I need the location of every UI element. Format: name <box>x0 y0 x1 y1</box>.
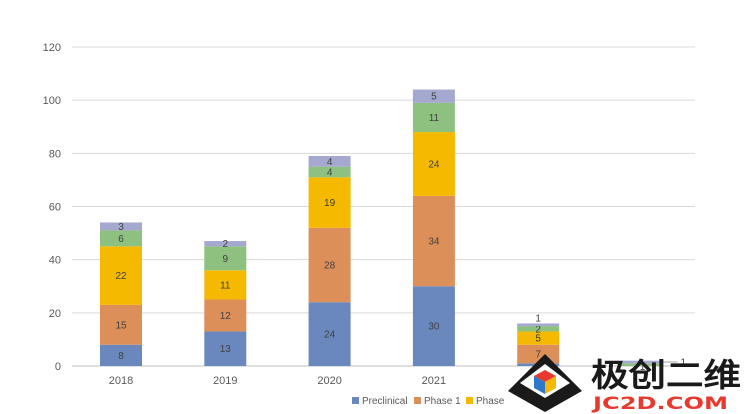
legend-label: Preclinical <box>362 396 408 407</box>
bar-segment <box>621 360 664 364</box>
bar-segment <box>204 241 247 247</box>
bar-segment <box>412 195 455 287</box>
y-tick-label: 100 <box>43 95 61 107</box>
bar-segment <box>100 344 142 366</box>
y-axis: 0 20 40 60 80 100 120 <box>43 42 61 373</box>
data-label: 9 <box>223 254 229 265</box>
bar-stack: 30 34 24 11 5 <box>412 89 455 366</box>
data-label: 1 <box>535 313 541 324</box>
watermark-logo-text: 极创二维 <box>591 356 741 394</box>
data-label: 6 <box>118 234 124 245</box>
data-label: 4 <box>327 157 333 168</box>
y-tick-label: 20 <box>49 308 61 320</box>
data-label: 7 <box>535 350 541 361</box>
data-label: 22 <box>115 271 127 282</box>
data-label: 24 <box>324 330 336 341</box>
y-tick-label: 120 <box>43 42 61 54</box>
data-label: 28 <box>324 260 336 271</box>
legend: Preclinical Phase 1 Phase <box>352 396 505 407</box>
data-label: 2 <box>223 239 229 250</box>
data-label: 5 <box>431 92 437 103</box>
watermark: 极创二维 JC2D.COM <box>508 354 741 414</box>
y-tick-label: 0 <box>55 361 61 373</box>
data-label: 13 <box>220 344 232 355</box>
legend-swatch <box>414 397 421 404</box>
bar-stack: 8 15 22 63 <box>100 222 142 366</box>
legend-item: Phase <box>466 396 505 407</box>
legend-swatch <box>352 397 359 404</box>
y-tick-label: 80 <box>49 148 61 160</box>
y-tick-label: 60 <box>49 202 61 214</box>
y-tick-label: 40 <box>49 255 61 267</box>
legend-label: Phase 1 <box>424 396 461 407</box>
x-tick-label: 2019 <box>213 375 237 387</box>
legend-item: Phase 1 <box>414 396 461 407</box>
data-label: 3 <box>118 222 124 233</box>
data-label: 1 <box>681 358 687 369</box>
x-tick-label: 2020 <box>317 375 341 387</box>
data-label: 11 <box>220 280 231 291</box>
bar-segment <box>412 102 455 133</box>
bar-segment <box>100 246 142 305</box>
bar-segment <box>204 270 247 300</box>
bar-stack: 7 521 <box>517 313 560 366</box>
watermark-site-text: JC2D.COM <box>592 394 728 414</box>
bar-segment <box>412 132 455 196</box>
x-tick-label: 2021 <box>422 375 446 387</box>
bar-segment <box>517 323 560 327</box>
legend-swatch <box>466 397 473 404</box>
data-label: 19 <box>324 198 336 209</box>
bar-segment <box>621 363 664 366</box>
data-label: 1 <box>640 362 646 373</box>
bar-stack: 13 12 11 9 2 <box>204 239 247 366</box>
data-label: 2 <box>535 324 541 335</box>
bar-segment <box>308 227 351 303</box>
data-label: 5 <box>535 334 541 345</box>
watermark-logo-icon <box>508 354 582 412</box>
data-label: 8 <box>118 351 124 362</box>
data-label: 30 <box>428 322 440 333</box>
bar-segment <box>204 246 247 271</box>
data-label: 15 <box>115 320 127 331</box>
bar-segment <box>308 166 351 178</box>
bar-segment <box>100 304 142 345</box>
bar-segment <box>517 326 560 332</box>
bar-segment <box>308 177 351 228</box>
legend-item: Preclinical <box>352 396 408 407</box>
data-label: 34 <box>428 237 440 248</box>
bar-segment <box>204 299 247 332</box>
bar-segment <box>308 302 351 366</box>
x-axis: 2018 2019 2020 2021 <box>109 375 446 387</box>
legend-label: Phase <box>476 396 505 407</box>
data-label: 24 <box>428 159 440 170</box>
data-label: 12 <box>220 311 232 322</box>
data-label: 4 <box>327 167 333 178</box>
bar-stack: 24 28 19 44 <box>308 155 351 366</box>
x-tick-label: 2018 <box>109 375 133 387</box>
data-label: 11 <box>429 113 440 124</box>
bar-segment <box>412 89 455 103</box>
bar-segment <box>517 331 560 345</box>
bar-segment <box>100 230 142 247</box>
bar-segment <box>100 222 142 231</box>
gridlines <box>72 46 695 367</box>
bar-segment <box>308 155 351 167</box>
bar-segment <box>412 286 455 366</box>
bar-segment <box>204 331 247 366</box>
